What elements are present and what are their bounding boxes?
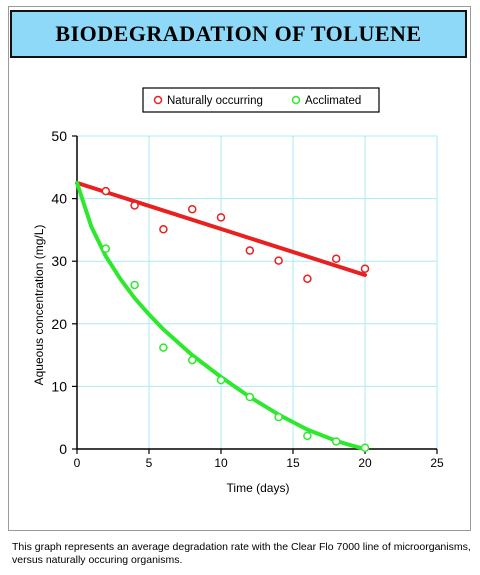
x-tick-label: 0 bbox=[74, 456, 81, 470]
y-tick-label: 0 bbox=[59, 441, 67, 457]
data-point-acclimated bbox=[187, 355, 197, 365]
legend: Naturally occurring Acclimated bbox=[142, 87, 380, 113]
y-tick-label: 50 bbox=[51, 128, 67, 144]
grid bbox=[77, 135, 438, 449]
data-point-acclimated bbox=[303, 431, 312, 441]
data-point-acclimated bbox=[159, 343, 168, 352]
y-tick-label: 10 bbox=[51, 378, 67, 394]
y-tick-label: 40 bbox=[51, 191, 67, 207]
axes: 0 5 10 15 20 25 0 10 20 30 40 50 bbox=[51, 128, 444, 470]
title-banner: BIODEGRADATION OF TOLUENE bbox=[10, 10, 467, 58]
fit-line-naturally-occurring bbox=[75, 180, 367, 277]
legend-marker bbox=[291, 95, 301, 105]
x-tick-label: 20 bbox=[358, 456, 372, 470]
data-point-naturally-occurring bbox=[130, 201, 139, 210]
x-tick-label: 5 bbox=[146, 456, 153, 470]
data-point-acclimated bbox=[130, 280, 139, 290]
data-point-acclimated bbox=[274, 412, 283, 422]
data-point-naturally-occurring bbox=[245, 246, 255, 255]
data-point-naturally-occurring bbox=[159, 225, 168, 234]
data-point-acclimated bbox=[245, 392, 255, 402]
x-tick-label: 25 bbox=[430, 456, 444, 470]
data-point-naturally-occurring bbox=[274, 256, 283, 265]
data-point-acclimated bbox=[331, 437, 341, 446]
x-axis-label: Time (days) bbox=[227, 481, 290, 495]
plot-area bbox=[77, 136, 437, 449]
caption: This graph represents an average degrada… bbox=[12, 541, 471, 566]
data-point-naturally-occurring bbox=[303, 274, 312, 283]
data-point-naturally-occurring bbox=[187, 204, 197, 214]
data-points bbox=[101, 186, 370, 452]
data-point-naturally-occurring bbox=[360, 264, 370, 273]
fit-line-acclimated bbox=[75, 180, 367, 451]
data-point-naturally-occurring bbox=[331, 254, 341, 263]
chart-title: BIODEGRADATION OF TOLUENE bbox=[55, 21, 422, 46]
data-point-acclimated bbox=[101, 244, 111, 253]
legend-marker bbox=[153, 95, 163, 105]
legend-label: Acclimated bbox=[305, 95, 361, 107]
data-point-acclimated bbox=[360, 443, 370, 452]
x-tick-label: 15 bbox=[286, 456, 300, 470]
fit-lines bbox=[75, 180, 367, 451]
y-tick-label: 30 bbox=[51, 253, 67, 269]
y-tick-label: 20 bbox=[51, 316, 67, 332]
chart: Naturally occurring Acclimated 0 5 10 15 20 25… bbox=[32, 87, 444, 495]
y-axis-label: Aqueous concentration (mg/L) bbox=[32, 225, 46, 386]
data-point-naturally-occurring bbox=[101, 186, 111, 196]
x-tick-label: 10 bbox=[214, 456, 228, 470]
legend-label: Naturally occurring bbox=[167, 95, 263, 107]
data-point-acclimated bbox=[216, 375, 226, 385]
data-point-naturally-occurring bbox=[216, 213, 226, 222]
legend-box bbox=[142, 87, 380, 113]
